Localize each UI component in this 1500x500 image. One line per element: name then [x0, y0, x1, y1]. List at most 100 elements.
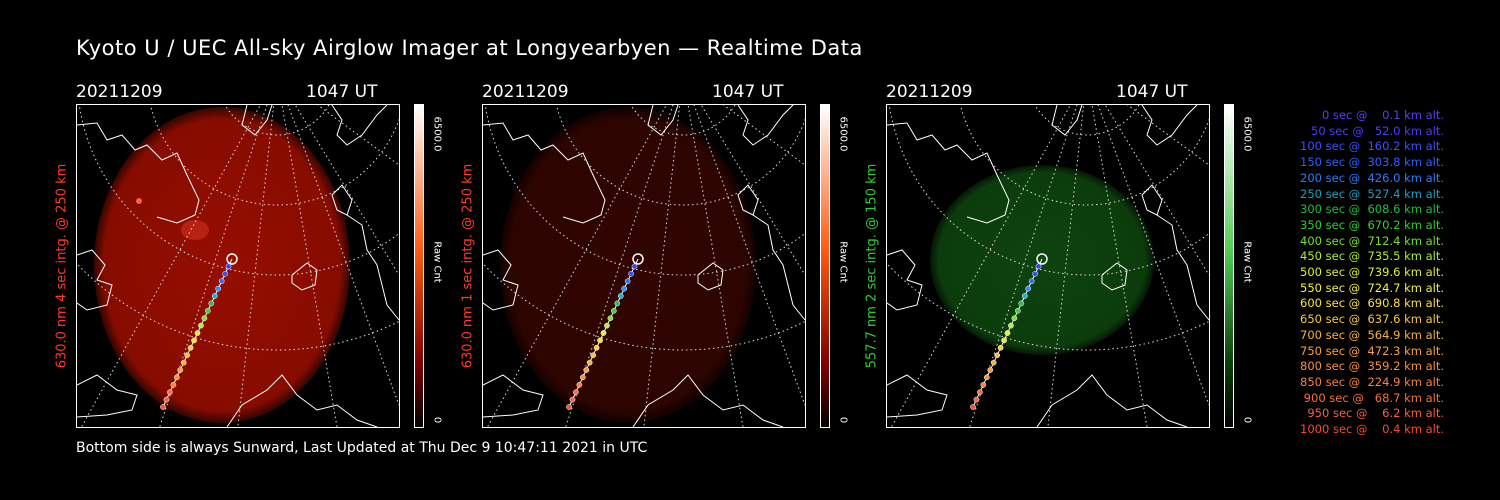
- bright-spot: [136, 198, 142, 204]
- legend-row: 1000 sec @ 0.4 km alt.: [1300, 422, 1444, 437]
- trajectory-point: [218, 278, 225, 285]
- panel-date: 20211209: [886, 82, 973, 102]
- trajectory-point: [1015, 307, 1021, 314]
- trajectory-point: [987, 367, 994, 373]
- bright-patch: [181, 220, 209, 240]
- trajectory-point: [1004, 330, 1011, 336]
- trajectory-point: [579, 374, 586, 381]
- trajectory-point: [222, 270, 228, 277]
- all-sky-map: [76, 104, 400, 428]
- sky-map-svg: [887, 105, 1209, 427]
- airglow-disk: [94, 107, 350, 423]
- panel-time: 1047 UT: [306, 82, 378, 102]
- trajectory-point: [1025, 285, 1032, 292]
- trajectory-point: [177, 367, 184, 373]
- trajectory-point: [225, 263, 232, 270]
- colorbar-unit: Raw Cnt: [1241, 241, 1253, 283]
- trajectory-point: [163, 396, 170, 403]
- legend-row: 950 sec @ 6.2 km alt.: [1303, 406, 1444, 421]
- panel-date: 20211209: [482, 82, 569, 102]
- panel-ylabel: 630.0 nm 4 sec intg. @ 250 km: [54, 163, 70, 369]
- trajectory-point: [624, 278, 631, 285]
- sky-map-svg: [483, 105, 805, 427]
- legend-row: 850 sec @ 224.9 km alt.: [1296, 374, 1444, 389]
- trajectory-point: [994, 352, 1001, 359]
- legend-row: 400 sec @ 712.4 km alt.: [1296, 233, 1444, 248]
- legend-row: 350 sec @ 670.2 km alt.: [1296, 217, 1444, 232]
- colorbar: [1224, 104, 1234, 428]
- trajectory-point: [980, 381, 987, 388]
- colorbar-max: 6500.0: [1241, 116, 1253, 152]
- trajectory-point: [611, 307, 617, 314]
- colorbar: [820, 104, 830, 428]
- trajectory-point: [617, 293, 624, 299]
- sky-map-svg: [77, 105, 399, 427]
- trajectory-point: [977, 389, 983, 396]
- legend-row: 100 sec @ 160.2 km alt.: [1296, 139, 1444, 154]
- trajectory-point: [983, 374, 990, 381]
- trajectory-point: [970, 404, 976, 410]
- trajectory-point: [191, 337, 197, 344]
- trajectory-point: [997, 344, 1004, 351]
- trajectory-point: [194, 330, 201, 336]
- trajectory-point: [167, 389, 173, 396]
- legend-row: 750 sec @ 472.3 km alt.: [1296, 343, 1444, 358]
- trajectory-point: [604, 322, 610, 329]
- trajectory-point: [187, 344, 194, 351]
- trajectory-point: [170, 381, 177, 388]
- trajectory-point: [569, 396, 576, 403]
- all-sky-map: [886, 104, 1210, 428]
- footer-note: Bottom side is always Sunward, Last Upda…: [76, 440, 648, 456]
- trajectory-point: [600, 330, 607, 336]
- trajectory-point: [614, 300, 621, 307]
- legend-row: 500 sec @ 739.6 km alt.: [1296, 265, 1444, 280]
- colorbar-unit: Raw Cnt: [837, 241, 849, 283]
- colorbar-min: 0: [837, 416, 849, 424]
- station-marker: [632, 253, 644, 265]
- legend-row: 300 sec @ 608.6 km alt.: [1296, 202, 1444, 217]
- colorbar: [414, 104, 424, 428]
- legend-row: 650 sec @ 637.6 km alt.: [1296, 312, 1444, 327]
- trajectory-point: [208, 300, 215, 307]
- trajectory-point: [1001, 337, 1007, 344]
- legend-row: 550 sec @ 724.7 km alt.: [1296, 280, 1444, 295]
- legend-row: 450 sec @ 735.5 km alt.: [1296, 249, 1444, 264]
- panel-ylabel: 557.7 nm 2 sec intg. @ 150 km: [864, 163, 880, 369]
- colorbar-min: 0: [1241, 416, 1253, 424]
- trajectory-point: [576, 381, 583, 388]
- trajectory-point: [1008, 322, 1014, 329]
- trajectory-point: [211, 293, 218, 299]
- trajectory-point: [573, 389, 579, 396]
- imager-panel-3: 20211209 1047 UT 557.7 nm 2 sec intg. @ …: [865, 82, 1286, 432]
- trajectory-point: [1035, 263, 1042, 270]
- legend-row: 900 sec @ 68.7 km alt.: [1300, 390, 1444, 405]
- legend-row: 200 sec @ 426.0 km alt.: [1296, 170, 1444, 185]
- all-sky-map: [482, 104, 806, 428]
- trajectory-point: [1032, 270, 1038, 277]
- trajectory-point: [1028, 278, 1035, 285]
- trajectory-point: [184, 352, 191, 359]
- trajectory-point: [1018, 300, 1025, 307]
- legend-row: 800 sec @ 359.2 km alt.: [1296, 359, 1444, 374]
- trajectory-point: [173, 374, 180, 381]
- trajectory-point: [566, 404, 572, 410]
- page-title: Kyoto U / UEC All-sky Airglow Imager at …: [76, 36, 863, 60]
- trajectory-point: [198, 322, 204, 329]
- legend-row: 600 sec @ 690.8 km alt.: [1296, 296, 1444, 311]
- legend-row: 250 sec @ 527.4 km alt.: [1296, 186, 1444, 201]
- altitude-legend: 0 sec @ 0.1 km alt. 50 sec @ 52.0 km alt…: [1262, 108, 1444, 438]
- trajectory-point: [590, 352, 597, 359]
- colorbar-unit: Raw Cnt: [431, 241, 443, 283]
- station-marker: [1036, 253, 1048, 265]
- panel-date: 20211209: [76, 82, 163, 102]
- trajectory-point: [631, 263, 638, 270]
- colorbar-max: 6500.0: [837, 116, 849, 152]
- legend-row: 50 sec @ 52.0 km alt.: [1303, 123, 1444, 138]
- trajectory-point: [973, 396, 980, 403]
- trajectory-point: [215, 285, 222, 292]
- panel-ylabel: 630.0 nm 1 sec intg. @ 250 km: [460, 163, 476, 369]
- panel-time: 1047 UT: [1116, 82, 1188, 102]
- trajectory-point: [583, 367, 590, 373]
- trajectory-point: [990, 359, 997, 366]
- trajectory-point: [201, 315, 208, 322]
